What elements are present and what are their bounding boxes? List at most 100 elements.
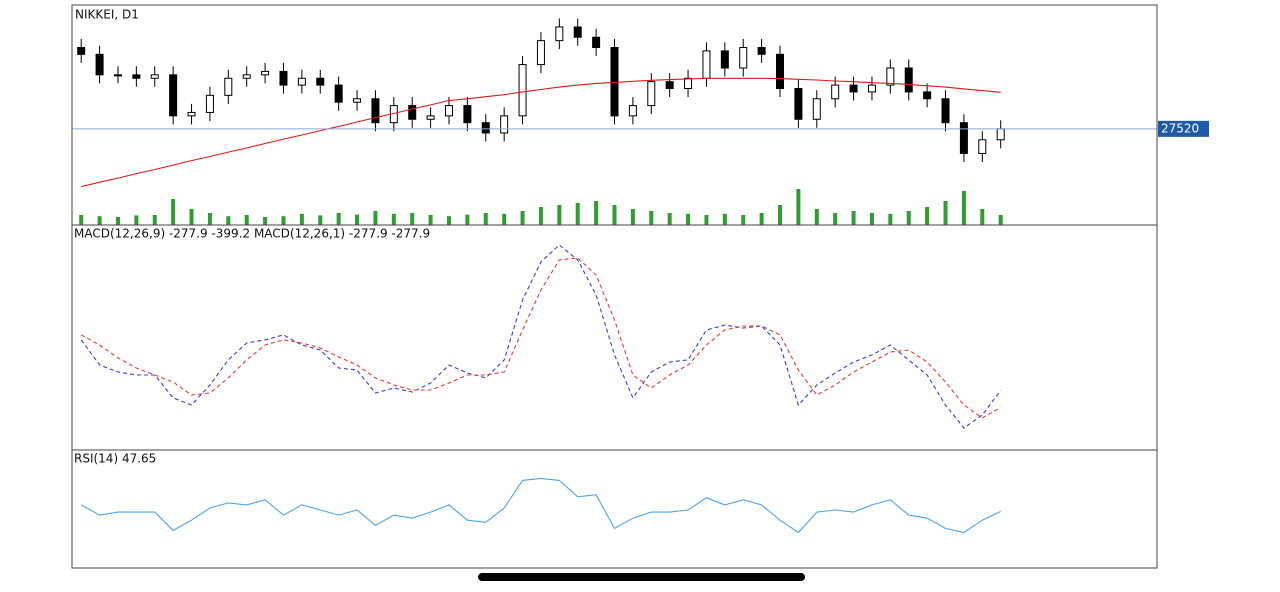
volume-bar	[649, 211, 654, 225]
volume-bar	[759, 213, 764, 225]
volume-bar	[373, 211, 378, 225]
volume-bar	[851, 211, 856, 225]
volume-bar	[686, 213, 691, 225]
candle-body	[408, 105, 417, 120]
candle-body	[334, 84, 343, 103]
rsi-title: RSI(14) 47.65	[74, 452, 156, 466]
candle-body	[555, 26, 564, 42]
volume-bar	[906, 211, 911, 225]
candle-body	[500, 115, 509, 134]
candle-body	[757, 46, 766, 55]
volume-bar	[465, 214, 470, 225]
candle-body	[536, 40, 545, 66]
labels-layer: 27520	[1158, 120, 1209, 137]
volume-bar	[667, 213, 672, 225]
volume-bar	[281, 216, 286, 225]
candle-body	[463, 105, 472, 124]
candle-body	[647, 81, 656, 107]
volume-bar	[778, 205, 783, 225]
volume-bar	[355, 214, 360, 225]
candle-body	[739, 46, 748, 69]
volume-bar	[722, 213, 727, 225]
volume-bar	[520, 211, 525, 225]
volume-bar	[207, 213, 212, 225]
candle-body	[77, 46, 86, 55]
volume-bar	[961, 191, 966, 225]
candle-body	[904, 67, 913, 93]
candle-body	[720, 50, 729, 69]
candle-body	[923, 91, 932, 100]
volume-bar	[171, 199, 176, 225]
candle-body	[812, 98, 821, 120]
candle-body	[426, 115, 435, 120]
candle-body	[941, 98, 950, 124]
candle-body	[316, 77, 325, 86]
chart-title: NIKKEI, D1	[75, 8, 139, 22]
indicator-line	[81, 77, 1001, 188]
volume-bar	[446, 216, 451, 225]
candle-body	[353, 98, 362, 103]
candle-body	[518, 64, 527, 117]
candle-body	[610, 46, 619, 117]
last-price-label: 27520	[1161, 121, 1199, 135]
volume-bar	[704, 215, 709, 225]
candle-body	[95, 53, 104, 76]
volume-bar	[888, 213, 893, 225]
candle-body	[831, 84, 840, 100]
volume-bar	[152, 215, 157, 225]
volume-bar	[134, 215, 139, 225]
indicator-line	[80, 244, 1002, 429]
last-price-box	[1158, 120, 1209, 137]
volume-bar	[594, 201, 599, 225]
candle-body	[959, 122, 968, 154]
candle-body	[371, 98, 380, 124]
candle-body	[592, 36, 601, 48]
candle-body	[169, 74, 178, 117]
marks-layer	[72, 18, 1157, 534]
candle-body	[224, 77, 233, 96]
candle-body	[684, 77, 693, 90]
volume-bar	[612, 205, 617, 225]
volume-bar	[925, 207, 930, 225]
candle-body	[150, 74, 159, 79]
candle-body	[279, 70, 288, 86]
volume-bar	[943, 201, 948, 225]
volume-bar	[336, 213, 341, 225]
volume-bar	[502, 213, 507, 225]
candle-body	[867, 84, 876, 93]
volume-bar	[833, 213, 838, 225]
candle-body	[113, 74, 122, 77]
candle-body	[886, 67, 895, 86]
candle-body	[794, 88, 803, 120]
chart-frame	[71, 4, 1158, 569]
candle-body	[573, 26, 582, 38]
volume-bar	[998, 215, 1003, 225]
volume-bar	[244, 215, 249, 225]
volume-bar	[410, 213, 415, 225]
candle-body	[702, 50, 711, 79]
scrollbar[interactable]	[478, 573, 805, 581]
candle-body	[481, 122, 490, 134]
volume-bar	[318, 215, 323, 225]
volume-bar	[796, 189, 801, 225]
indicator-line	[80, 257, 1001, 419]
volume-bar	[115, 217, 120, 225]
volume-bar	[263, 217, 268, 225]
candle-body	[261, 70, 270, 76]
candle-body	[776, 53, 785, 90]
candle-body	[978, 139, 987, 154]
volume-bar	[575, 203, 580, 225]
indicator-line	[80, 477, 1001, 534]
candle-body	[996, 128, 1005, 141]
volume-bar	[226, 216, 231, 225]
macd-title: MACD(12,26,9) -277.9 -399.2 MACD(12,26,1…	[74, 227, 430, 241]
candle-body	[187, 111, 196, 117]
candle-body	[849, 84, 858, 93]
candle-body	[628, 105, 637, 117]
volume-bar	[79, 215, 84, 225]
volume-bar	[814, 209, 819, 225]
volume-bar	[741, 215, 746, 225]
candle-body	[297, 77, 306, 86]
